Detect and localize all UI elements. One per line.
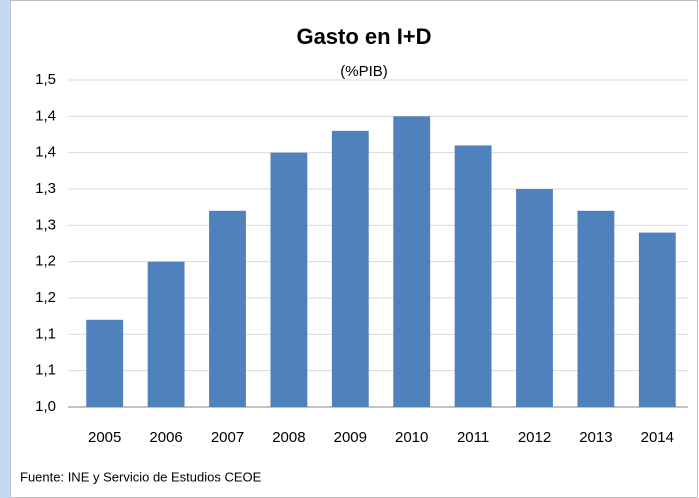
source-note: Fuente: INE y Servicio de Estudios CEOE <box>20 469 262 484</box>
y-tick-label: 1,2 <box>35 289 56 306</box>
bar <box>209 210 246 407</box>
x-tick-label: 2014 <box>641 429 674 446</box>
chart-title: Gasto en I+D <box>296 24 431 49</box>
x-tick-label: 2009 <box>334 429 367 446</box>
y-tick-label: 1,3 <box>35 216 56 233</box>
bar <box>86 319 124 407</box>
y-tick-label: 1,1 <box>35 362 56 379</box>
x-tick-label: 2011 <box>457 429 489 446</box>
x-tick-label: 2006 <box>149 429 182 446</box>
y-tick-label: 1,2 <box>35 253 56 270</box>
side-strip <box>0 0 10 498</box>
x-tick-label: 2013 <box>579 429 612 446</box>
bar <box>393 116 431 407</box>
y-tick-label: 1,1 <box>35 325 56 342</box>
bar <box>516 189 553 407</box>
x-tick-label: 2010 <box>395 429 428 446</box>
bar <box>331 130 369 407</box>
y-tick-label: 1,0 <box>35 398 56 415</box>
x-tick-label: 2005 <box>88 429 121 446</box>
chart-subtitle: (%PIB) <box>340 63 388 80</box>
bar <box>577 210 615 407</box>
x-tick-label: 2012 <box>518 429 551 446</box>
y-tick-label: 1,3 <box>35 180 56 197</box>
bar <box>270 152 308 407</box>
bar <box>454 145 492 407</box>
x-tick-label: 2008 <box>272 429 305 446</box>
y-tick-label: 1,4 <box>35 107 56 124</box>
y-tick-label: 1,5 <box>35 71 56 88</box>
bar <box>147 261 185 407</box>
x-tick-label: 2007 <box>211 429 244 446</box>
bar <box>638 232 676 407</box>
y-tick-label: 1,4 <box>35 144 56 161</box>
